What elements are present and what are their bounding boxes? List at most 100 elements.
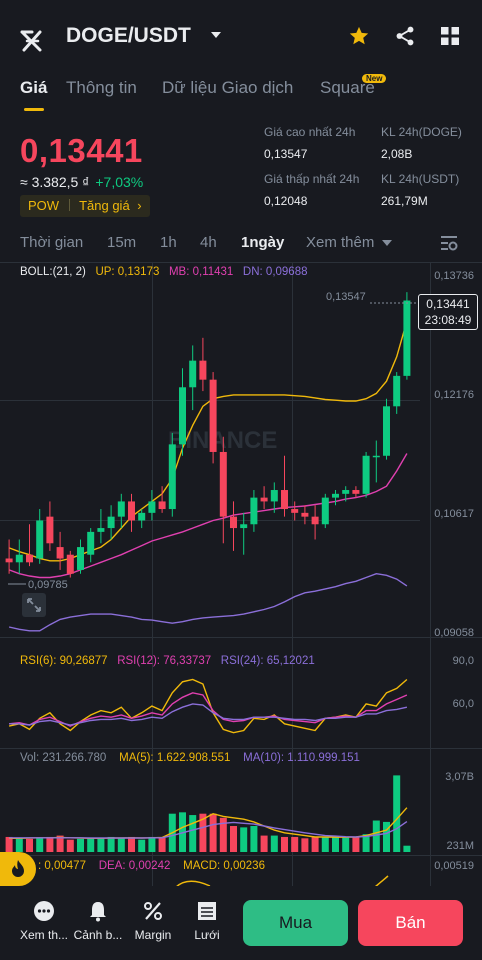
- volume-bar: [260, 835, 268, 852]
- buy-button[interactable]: Mua: [243, 900, 348, 946]
- sell-button[interactable]: Bán: [358, 900, 463, 946]
- interval-more[interactable]: Xem thêm: [306, 234, 375, 251]
- volume-bar: [107, 836, 115, 852]
- low-24h-label: Giá thấp nhất 24h: [264, 172, 360, 186]
- volume-bar: [87, 838, 95, 852]
- volume-bar: [311, 836, 319, 852]
- more-chevron-icon: [382, 240, 392, 246]
- volume-bar: [66, 839, 74, 852]
- star-icon[interactable]: [348, 25, 370, 47]
- interval-time[interactable]: Thời gian: [20, 234, 84, 251]
- tag-pow[interactable]: POW: [28, 198, 60, 213]
- interval-4h[interactable]: 4h: [200, 234, 217, 251]
- candle-body: [352, 490, 360, 494]
- chart-settings-icon[interactable]: [440, 234, 458, 252]
- price-sub: ≈ 3.382,5 ₫ +7,03%: [20, 174, 143, 190]
- tab-info[interactable]: Thông tin: [66, 78, 137, 97]
- candle-body: [281, 490, 288, 510]
- nav-margin-label: Margin: [134, 928, 172, 942]
- macd-dea-label: DEA: 0,00242: [98, 860, 171, 872]
- interval-1day[interactable]: 1ngày: [241, 234, 285, 251]
- vol-ma10-label: MA(10): 1.110.999.151: [243, 752, 360, 764]
- back-icon[interactable]: [18, 26, 46, 54]
- volume-bar: [56, 835, 64, 852]
- candlestick-chart[interactable]: BINANCE 0,13547 0,09785: [0, 262, 482, 638]
- volume-bar: [117, 838, 125, 852]
- rsi6-label: RSI(6): 90,26877: [20, 655, 108, 667]
- candle-body: [372, 455, 380, 458]
- volume-bar: [250, 826, 258, 852]
- nav-grid[interactable]: Lưới: [181, 900, 233, 942]
- chevron-down-icon[interactable]: [210, 30, 222, 40]
- nav-alert-label: Cảnh b...: [73, 928, 123, 942]
- interval-15m[interactable]: 15m: [107, 234, 137, 251]
- share-icon[interactable]: [394, 25, 416, 47]
- rsi12-label: RSI(12): 76,33737: [117, 655, 212, 667]
- volume-bar: [372, 820, 380, 852]
- boll-up-line: [8, 320, 408, 562]
- tag-gainers[interactable]: Tăng giá: [79, 198, 130, 213]
- volume-bar: [321, 836, 329, 852]
- volume-bar: [26, 838, 33, 852]
- volume-bar: [281, 836, 288, 852]
- candle-body: [199, 360, 207, 380]
- candle-body: [56, 547, 64, 559]
- candle-body: [240, 524, 248, 529]
- fire-icon: [12, 860, 24, 877]
- boll-up: UP: 0,13173: [95, 266, 160, 278]
- vol-axis-label: 3,07B: [445, 771, 474, 783]
- vol-ma5-line: [9, 807, 408, 839]
- fullscreen-icon[interactable]: [22, 593, 46, 617]
- volume-bar: [199, 813, 207, 852]
- rsi-chart: [8, 678, 408, 734]
- volume-bar: [209, 813, 217, 852]
- tag-row[interactable]: POW Tăng giá ›: [20, 195, 150, 217]
- candle-body: [158, 501, 166, 510]
- macd-axis-label: 0,00519: [434, 860, 474, 872]
- nav-margin[interactable]: Margin: [127, 900, 179, 942]
- grid-icon[interactable]: [440, 26, 460, 46]
- candle-body: [250, 497, 258, 525]
- current-price-value: 0,13441: [426, 297, 470, 311]
- nav-alert[interactable]: Cảnh b...: [72, 900, 124, 942]
- chevron-right-icon: ›: [137, 198, 142, 213]
- fiat-value: ≈ 3.382,5 ₫: [20, 174, 90, 190]
- gridline-v: [292, 262, 293, 886]
- tab-price[interactable]: Giá: [20, 78, 48, 97]
- candle-body: [270, 490, 278, 502]
- volume-bar: [189, 815, 197, 852]
- price-axis-label: 0,13736: [434, 270, 474, 282]
- price-axis-label: 0,09058: [434, 627, 474, 639]
- candle-body: [46, 516, 54, 544]
- candle-body: [219, 451, 227, 517]
- volume-bar: [15, 838, 23, 852]
- nav-more[interactable]: Xem th...: [18, 900, 70, 942]
- vol-doge-value: 2,08B: [381, 147, 413, 161]
- candle-body: [189, 360, 197, 388]
- vol-usdt-value: 261,79M: [381, 194, 428, 208]
- volume-bar: [5, 836, 13, 852]
- candle-body: [260, 497, 268, 502]
- fire-button[interactable]: [0, 852, 36, 886]
- nav-grid-label: Lưới: [194, 928, 220, 942]
- boll-mb-line: [8, 453, 408, 579]
- volume-bar: [138, 839, 146, 852]
- candle-body: [311, 516, 319, 525]
- candle-body: [97, 528, 105, 532]
- boll-mb: MB: 0,11431: [168, 266, 234, 278]
- candle-body: [291, 509, 299, 513]
- bottom-action-bar: Xem th... Cảnh b... Margin Lưới Mua Bán: [0, 886, 482, 960]
- tab-square[interactable]: Square: [320, 78, 375, 97]
- interval-1h[interactable]: 1h: [160, 234, 177, 251]
- candle-body: [332, 493, 339, 498]
- candle-body: [66, 554, 74, 574]
- candle-body: [209, 379, 217, 452]
- boll-legend: BOLL:(21, 2) UP: 0,13173 MB: 0,11431 DN:…: [20, 266, 308, 278]
- tab-trading-data[interactable]: Dữ liệu Giao dịch: [162, 78, 294, 97]
- vol-usdt-label: KL 24h(USDT): [381, 172, 460, 186]
- candle-body: [301, 512, 309, 517]
- candle-body: [179, 387, 186, 445]
- volume-bar: [219, 817, 227, 852]
- rsi-line: [9, 703, 408, 726]
- pair-title[interactable]: DOGE/USDT: [66, 24, 191, 47]
